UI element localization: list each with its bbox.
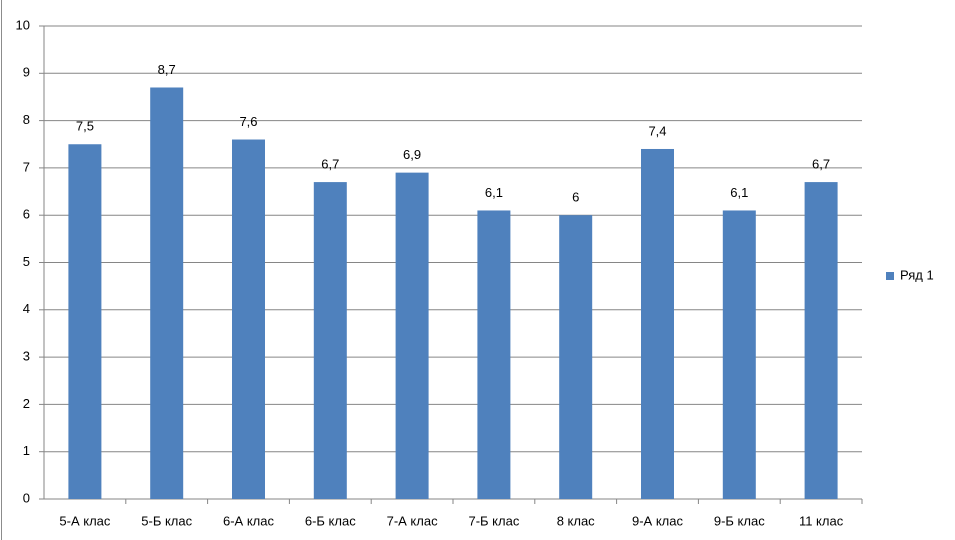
bar (232, 139, 265, 499)
value-label: 8,7 (158, 62, 176, 77)
bar (477, 210, 511, 499)
legend-label: Ряд 1 (900, 267, 934, 282)
y-tick-label: 8 (23, 112, 30, 127)
x-tick-label: 6-А клас (223, 513, 274, 528)
y-tick-label: 0 (23, 490, 30, 505)
value-label: 6,7 (321, 157, 339, 172)
y-tick-label: 1 (23, 443, 30, 458)
y-tick-label: 9 (23, 65, 30, 80)
x-tick-label: 9-Б клас (714, 513, 765, 528)
y-tick-label: 7 (23, 159, 30, 174)
x-tick-label: 7-А клас (387, 513, 438, 528)
bar (150, 87, 184, 500)
legend-swatch (886, 272, 894, 280)
y-tick-label: 5 (23, 254, 30, 269)
bar (722, 210, 756, 499)
bar (804, 182, 838, 499)
y-tick-label: 3 (23, 349, 30, 364)
y-tick-label: 4 (23, 301, 30, 316)
x-tick-label: 6-Б клас (305, 513, 356, 528)
bar (395, 172, 429, 499)
x-tick-label: 8 клас (557, 513, 595, 528)
value-label: 7,6 (239, 114, 257, 129)
bar (641, 148, 674, 500)
value-label: 6,9 (403, 147, 421, 162)
y-tick-label: 10 (16, 17, 30, 32)
x-tick-label: 9-А клас (632, 513, 683, 528)
value-label: 6,7 (812, 157, 830, 172)
y-tick-label: 6 (23, 207, 30, 222)
value-label: 6 (572, 190, 579, 205)
bar (559, 215, 593, 499)
x-tick-label: 7-Б клас (468, 513, 519, 528)
x-tick-label: 5-Б клас (141, 513, 192, 528)
bar (68, 144, 102, 499)
value-label: 7,5 (76, 119, 94, 134)
bar (313, 182, 347, 499)
value-label: 7,4 (648, 123, 666, 138)
x-tick-label: 11 клас (799, 513, 844, 528)
x-tick-label: 5-А клас (59, 513, 110, 528)
y-tick-label: 2 (23, 396, 30, 411)
value-label: 6,1 (485, 185, 503, 200)
value-label: 6,1 (730, 185, 748, 200)
